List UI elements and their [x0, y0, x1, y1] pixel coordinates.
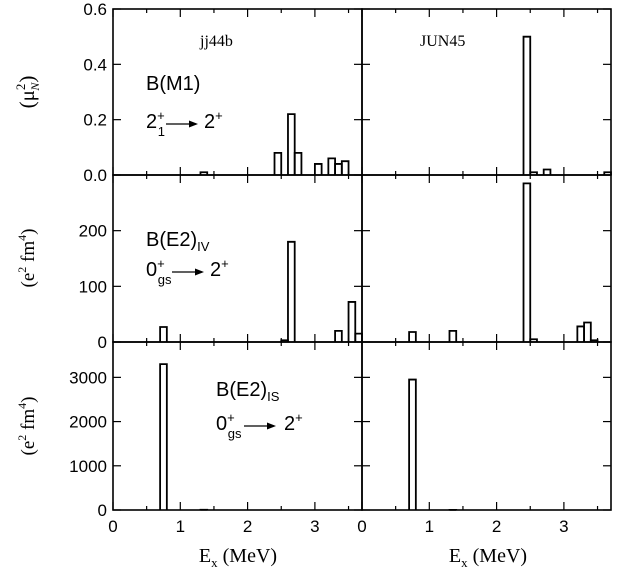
histogram-bar: [583, 321, 592, 342]
panel-label-jun45: JUN45: [420, 33, 465, 50]
svg-text:2+: 2+: [204, 108, 223, 133]
svg-text:2+1: 2+ 1: [146, 108, 165, 139]
annotation-e2iv-transition: 0+ gs 2+: [146, 256, 229, 287]
y-tick-label: 100: [79, 277, 107, 296]
histogram-bar: [354, 332, 363, 342]
annotation-bm1-title: B(M1): [146, 73, 200, 95]
histogram-bar: [273, 151, 283, 175]
histogram-bar: [347, 301, 357, 342]
histogram-bar: [408, 378, 417, 510]
y-tick-label: 200: [79, 222, 107, 241]
ylabel-row3: (e2 fm4): [15, 397, 39, 456]
histogram-bar: [327, 157, 336, 175]
ylabel-row2: (e2 fm4): [15, 229, 39, 288]
y-tick-label: 0.0: [83, 166, 107, 185]
y-tick-label: 2000: [69, 413, 107, 432]
y-tick-label: 0: [98, 501, 107, 520]
x-tick-label: 1: [176, 517, 185, 536]
x-tick-label: 0: [357, 517, 366, 536]
histogram-bar: [522, 35, 532, 175]
x-tick-label: 2: [492, 517, 501, 536]
xlabel-left: Ex (MeV): [199, 545, 277, 570]
histogram-bar: [529, 171, 538, 175]
panel-jun45-b-e2-iv: [361, 174, 612, 343]
svg-text:0+gs: 0+ gs: [216, 410, 242, 441]
ylabel-row1: (μ2N): [13, 76, 42, 109]
histogram-bar: [603, 171, 612, 175]
annotation-e2is-title: B(E2)IS: [216, 379, 280, 404]
histogram-bar: [287, 113, 296, 175]
histogram-bar: [159, 326, 168, 342]
svg-text:2+: 2+: [210, 256, 229, 281]
panel-frame: [361, 341, 612, 511]
histogram-bar: [529, 338, 538, 342]
histogram-bar: [199, 171, 209, 175]
y-tick-label: 0.2: [83, 111, 107, 130]
histogram-bar: [159, 363, 168, 510]
annotation-e2is-transition: 0+ gs 2+: [216, 410, 303, 441]
histogram-bar: [313, 163, 323, 175]
x-tick-label: 0: [108, 517, 117, 536]
histogram-bar: [334, 329, 343, 342]
x-tick-label: 3: [559, 517, 568, 536]
histogram-bar: [293, 151, 303, 175]
histogram-bar: [522, 182, 532, 342]
panel-label-jj44b: jj44b: [199, 33, 233, 50]
histogram-bar: [576, 325, 585, 342]
panel-jun45-b-e2-is: 0 1 2 3: [357, 341, 612, 536]
x-tick-label: 3: [310, 517, 319, 536]
histogram-bar: [287, 240, 296, 342]
histogram-bar: [589, 339, 599, 342]
histogram-bar: [448, 329, 458, 342]
histogram-bar: [334, 163, 343, 175]
y-tick-label: 1000: [69, 457, 107, 476]
y-tick-label: 0: [98, 333, 107, 352]
svg-text:2+: 2+: [284, 410, 303, 435]
svg-text:0+gs: 0+ gs: [146, 256, 172, 287]
histogram-bar: [340, 160, 350, 175]
x-tick-label: 2: [243, 517, 252, 536]
y-tick-label: 0.4: [83, 55, 107, 74]
histogram-bar: [542, 168, 552, 175]
panel-frame: [361, 174, 612, 343]
y-tick-label: 0.6: [83, 0, 107, 19]
panel-jj44b-b-e2-is: 0 1000 2000 3000 0 1 2 3: [69, 341, 363, 536]
annotation-bm1-transition: 2+ 1 2+: [146, 108, 223, 139]
x-tick-label: 1: [425, 517, 434, 536]
annotation-e2iv-title: B(E2)IV: [146, 229, 210, 254]
xlabel-right: Ex (MeV): [449, 545, 527, 570]
panel-frame: [361, 8, 612, 176]
panel-jj44b-b-m1-: 0.0 0.2 0.4 0.6: [83, 0, 363, 185]
y-tick-label: 3000: [69, 368, 107, 387]
histogram-bar: [408, 331, 417, 342]
panel-jun45-b-m1-: [361, 8, 612, 176]
